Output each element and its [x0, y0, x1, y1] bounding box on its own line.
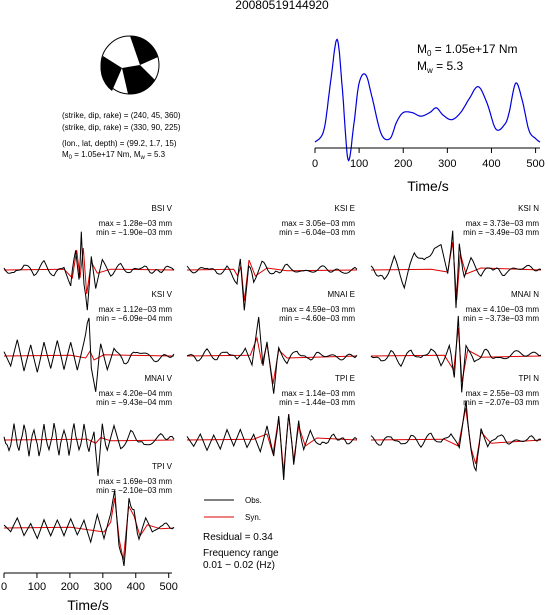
station-label: KSI E [335, 204, 355, 213]
fit-info: Residual = 0.34 Frequency range 0.01 − 0… [203, 532, 279, 571]
event-id-title: 20080519144920 [235, 0, 329, 12]
station-max-label: max = 4.10e−03 mm [466, 305, 540, 314]
mechanism-info: (strike, dip, rake) = (240, 45, 360) (st… [62, 111, 181, 161]
station-max-label: max = 1.14e−03 mm [282, 389, 356, 398]
bottom-tick-label: 100 [28, 581, 46, 593]
observed-trace [186, 316, 358, 394]
station-max-label: max = 3.05e−03 mm [282, 219, 356, 228]
bottom-tick-label: 200 [61, 581, 79, 593]
mechanism-line-3: (lon., lat, depth) = (99.2, 1.7, 15) [62, 139, 177, 148]
observed-trace [370, 315, 542, 393]
frequency-range-title: Frequency range [203, 548, 279, 559]
bottom-tick-label: 0 [1, 581, 7, 593]
station-max-label: max = 1.69e−03 mm [99, 477, 173, 486]
synthetic-trace [3, 350, 175, 361]
station-min-label: min = −9.43e−04 mm [96, 398, 172, 407]
station-max-label: max = 4.59e−03 mm [282, 305, 356, 314]
station-label: BSI V [152, 204, 173, 213]
station-min-label: min = −3.49e−03 mm [463, 228, 539, 237]
station-label: MNAI E [327, 290, 355, 299]
stf-m0-label: M0 = 1.05e+17 Nm [417, 42, 518, 58]
focal-mechanism-beachball [100, 35, 160, 95]
stf-tick-label: 200 [394, 158, 412, 170]
station-min-label: min = −1.90e−03 mm [96, 228, 172, 237]
synthetic-trace [3, 247, 175, 295]
station-max-label: max = 3.73e−03 mm [466, 219, 540, 228]
observed-trace [186, 414, 358, 481]
mechanism-moment: M0 = 1.05e+17 Nm, Mw = 5.3 [62, 150, 166, 161]
observed-trace [370, 230, 542, 309]
observed-trace [3, 231, 175, 311]
observed-trace [3, 490, 175, 567]
station-min-label: min = −6.09e−04 mm [96, 314, 172, 323]
station-min-label: min = −1.44e−03 mm [279, 398, 355, 407]
station-label: TPI E [335, 374, 355, 383]
stf-tick-label: 300 [438, 158, 456, 170]
legend-syn-label: Syn. [245, 513, 261, 522]
stf-series-line [314, 38, 541, 162]
bottom-tick-label: 400 [127, 581, 145, 593]
observed-trace [3, 317, 175, 392]
station-max-label: max = 4.20e−04 mm [99, 389, 173, 398]
stf-tick-label: 0 [312, 158, 318, 170]
station-min-label: min = −6.04e−03 mm [279, 228, 355, 237]
synthetic-trace [186, 336, 358, 385]
stf-mw-label: Mw = 5.3 [417, 59, 463, 75]
legend-obs-label: Obs. [245, 496, 262, 505]
station-min-label: min = −2.10e−03 mm [96, 486, 172, 495]
synthetic-trace [3, 497, 175, 561]
synthetic-trace [186, 259, 358, 302]
station-label: TPI N [519, 374, 540, 383]
station-max-label: max = 1.12e−03 mm [99, 305, 173, 314]
bottom-tick-label: 300 [94, 581, 112, 593]
synthetic-trace [186, 413, 358, 473]
frequency-range-value: 0.01 − 0.02 (Hz) [203, 560, 275, 571]
bottom-tick-label: 500 [160, 581, 178, 593]
residual-text: Residual = 0.34 [203, 532, 273, 543]
stf-x-ticks: 0 100 200 300 400 500 [312, 148, 545, 170]
synthetic-trace [3, 437, 175, 444]
station-label: TPI V [152, 462, 173, 471]
stf-tick-label: 500 [526, 158, 544, 170]
mechanism-line-2: (strike, dip, rake) = (330, 90, 225) [62, 123, 181, 132]
observed-trace [370, 400, 542, 473]
bottom-time-axis: 0 100 200 300 400 500 Time/s [1, 572, 178, 613]
stf-tick-label: 100 [350, 158, 368, 170]
station-label: MNAI N [511, 290, 539, 299]
observed-trace [3, 423, 175, 477]
station-max-label: max = 1.28e−03 mm [99, 219, 173, 228]
mechanism-line-1: (strike, dip, rake) = (240, 45, 360) [62, 111, 181, 120]
bottom-x-ticks: 0 100 200 300 400 500 [1, 573, 178, 593]
station-min-label: min = −2.07e−03 mm [463, 398, 539, 407]
bottom-x-axis-title: Time/s [67, 597, 108, 613]
station-label: KSI N [518, 204, 539, 213]
station-label: MNAI V [144, 374, 172, 383]
observed-trace [186, 258, 358, 311]
source-time-function-plot: 0 100 200 300 400 500 Time/s M0 = 1.05e+17 Nm… [312, 38, 545, 194]
station-min-label: min = −4.60e−03 mm [279, 314, 355, 323]
stf-x-axis-title: Time/s [407, 178, 448, 194]
station-max-label: max = 2.55e−03 mm [466, 389, 540, 398]
synthetic-trace [370, 407, 542, 465]
stf-tick-label: 400 [482, 158, 500, 170]
station-min-label: min = −3.73e−03 mm [463, 314, 539, 323]
legend: Obs. Syn. [204, 496, 262, 522]
station-label: KSI V [152, 290, 173, 299]
